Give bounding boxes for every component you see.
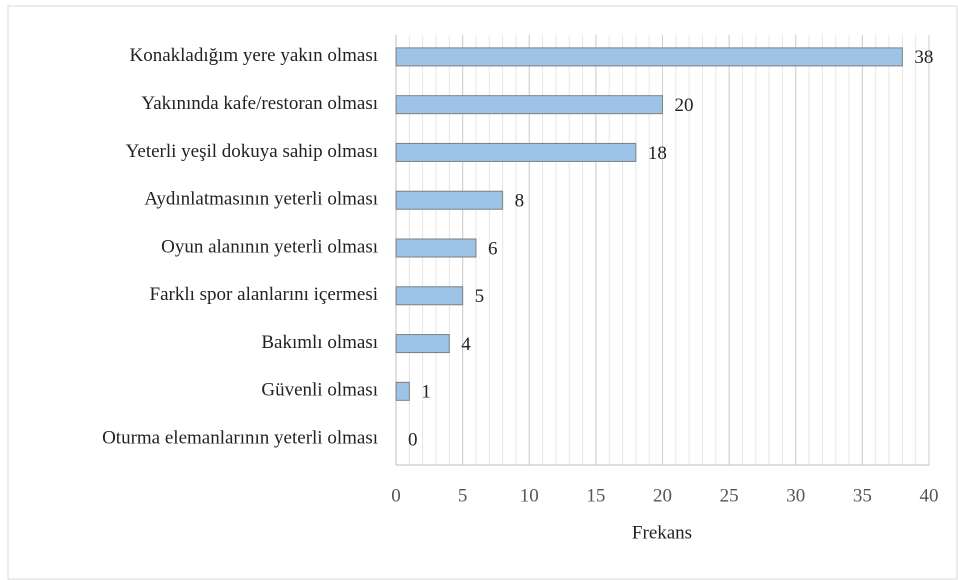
- bar: [395, 238, 477, 258]
- bar: [395, 95, 663, 115]
- value-label: 18: [648, 143, 667, 164]
- value-label: 38: [914, 47, 933, 68]
- x-tick-label: 0: [391, 485, 401, 506]
- value-label: 6: [488, 238, 498, 259]
- value-label: 5: [475, 286, 485, 307]
- y-tick-label: Güvenli olması: [261, 380, 378, 401]
- value-label: 20: [675, 95, 694, 116]
- x-tick-label: 15: [586, 485, 605, 506]
- bar: [395, 381, 410, 401]
- x-tick-label: 25: [720, 485, 739, 506]
- x-tick-label: 35: [853, 485, 872, 506]
- x-axis-label: Frekans: [632, 522, 692, 543]
- value-label: 4: [461, 334, 471, 355]
- y-tick-label: Yakınında kafe/restoran olması: [141, 93, 378, 114]
- y-tick-label: Farklı spor alanlarını içermesi: [150, 284, 378, 305]
- value-label: 0: [408, 429, 418, 450]
- value-label: 8: [515, 191, 525, 212]
- bar: [395, 142, 637, 162]
- y-tick-label: Yeterli yeşil dokuya sahip olması: [126, 141, 378, 162]
- bar: [395, 334, 450, 354]
- x-tick-label: 20: [653, 485, 672, 506]
- x-tick-label: 10: [520, 485, 539, 506]
- x-tick-label: 30: [786, 485, 805, 506]
- y-tick-label: Oyun alanının yeterli olması: [161, 236, 378, 257]
- value-label: 1: [421, 382, 431, 403]
- y-tick-label: Aydınlatmasının yeterli olması: [144, 189, 378, 210]
- x-tick-label: 5: [458, 485, 468, 506]
- bar: [395, 286, 464, 306]
- y-tick-label: Oturma elemanlarının yeterli olması: [102, 427, 378, 448]
- y-tick-label: Bakımlı olması: [261, 332, 378, 353]
- x-tick-label: 40: [920, 485, 939, 506]
- bar: [395, 190, 504, 210]
- y-tick-label: Konakladığım yere yakın olması: [129, 45, 378, 66]
- bar: [395, 47, 903, 67]
